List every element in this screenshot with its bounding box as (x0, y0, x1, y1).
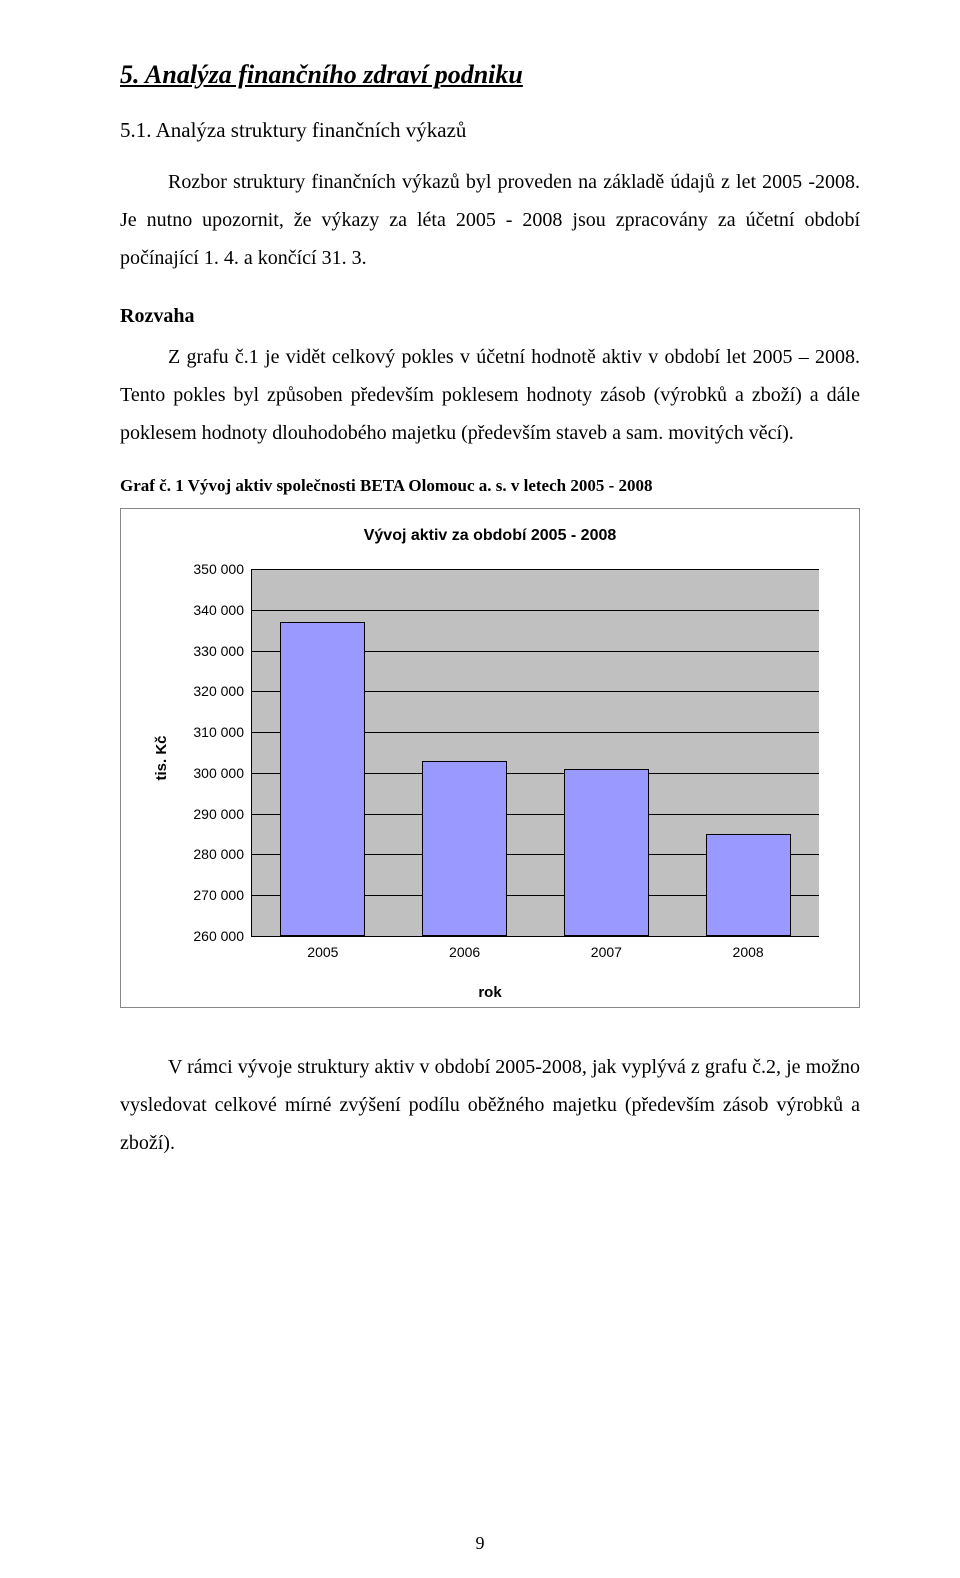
rozvaha-heading: Rozvaha (120, 305, 860, 328)
chart-y-tick-label: 320 000 (193, 683, 244, 699)
chart-frame: Vývoj aktiv za období 2005 - 2008 tis. K… (120, 508, 860, 1008)
chart-x-tick-label: 2005 (307, 944, 338, 960)
chart-x-tick-label: 2008 (733, 944, 764, 960)
chart-y-tick-label: 280 000 (193, 846, 244, 862)
chart-y-tick-label: 260 000 (193, 928, 244, 944)
chart-gridline (252, 569, 819, 570)
chart-gridline (252, 610, 819, 611)
chart-y-tick-label: 340 000 (193, 602, 244, 618)
chart-x-tick-label: 2006 (449, 944, 480, 960)
chart-plot: 260 000270 000280 000290 000300 000310 0… (251, 569, 819, 937)
page-number: 9 (0, 1533, 960, 1554)
chart-y-tick-label: 350 000 (193, 561, 244, 577)
chart-bar (706, 834, 791, 936)
chart-x-axis-label: rok (121, 984, 859, 1001)
chart-bar (564, 769, 649, 936)
chart-bar (422, 761, 507, 936)
chart-y-tick-label: 300 000 (193, 765, 244, 781)
section-heading: 5. Analýza finančního zdraví podniku (120, 60, 860, 90)
chart-caption: Graf č. 1 Vývoj aktiv společnosti BETA O… (120, 476, 860, 496)
chart-y-tick-label: 270 000 (193, 887, 244, 903)
chart-title: Vývoj aktiv za období 2005 - 2008 (121, 527, 859, 545)
subsection-heading: 5.1. Analýza struktury finančních výkazů (120, 118, 860, 143)
chart-y-tick-label: 310 000 (193, 724, 244, 740)
chart-gridline (252, 936, 819, 937)
chart-bar (280, 622, 365, 936)
chart-y-axis-label: tis. Kč (153, 735, 170, 780)
chart-plot-area: 260 000270 000280 000290 000300 000310 0… (251, 569, 819, 937)
chart-x-tick-label: 2007 (591, 944, 622, 960)
paragraph-3: V rámci vývoje struktury aktiv v období … (120, 1048, 860, 1162)
paragraph-1: Rozbor struktury finančních výkazů byl p… (120, 163, 860, 277)
chart-y-tick-label: 330 000 (193, 643, 244, 659)
chart-y-tick-label: 290 000 (193, 806, 244, 822)
paragraph-2: Z grafu č.1 je vidět celkový pokles v úč… (120, 338, 860, 452)
